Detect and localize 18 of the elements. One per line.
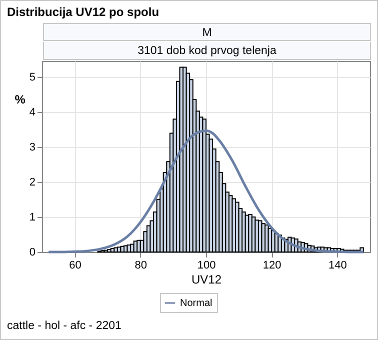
y-axis-title: % — [14, 92, 26, 106]
text: M — [43, 23, 371, 41]
x-tick-label: 140 — [328, 260, 347, 272]
y-tick-label: 3 — [29, 141, 36, 154]
x-tick-label: 120 — [262, 260, 282, 272]
x-tick-label: 80 — [134, 260, 148, 272]
legend-label: Normal — [180, 298, 212, 309]
chart-title: Distribucija UV12 po spolu — [7, 5, 160, 19]
y-tick-label: 0 — [29, 246, 36, 258]
y-tick-label: 5 — [29, 71, 36, 84]
x-axis-title: UV12 — [191, 272, 222, 286]
x-tick-label: 60 — [69, 260, 82, 272]
y-tick-label: 2 — [29, 176, 36, 188]
text: 3101 dob kod prvog telenja — [43, 42, 371, 60]
y-tick-label: 1 — [29, 211, 36, 224]
text: cattle - hol - afc - 2201 — [7, 320, 122, 332]
y-tick-label: 4 — [29, 106, 36, 118]
x-tick-label: 100 — [197, 260, 216, 272]
